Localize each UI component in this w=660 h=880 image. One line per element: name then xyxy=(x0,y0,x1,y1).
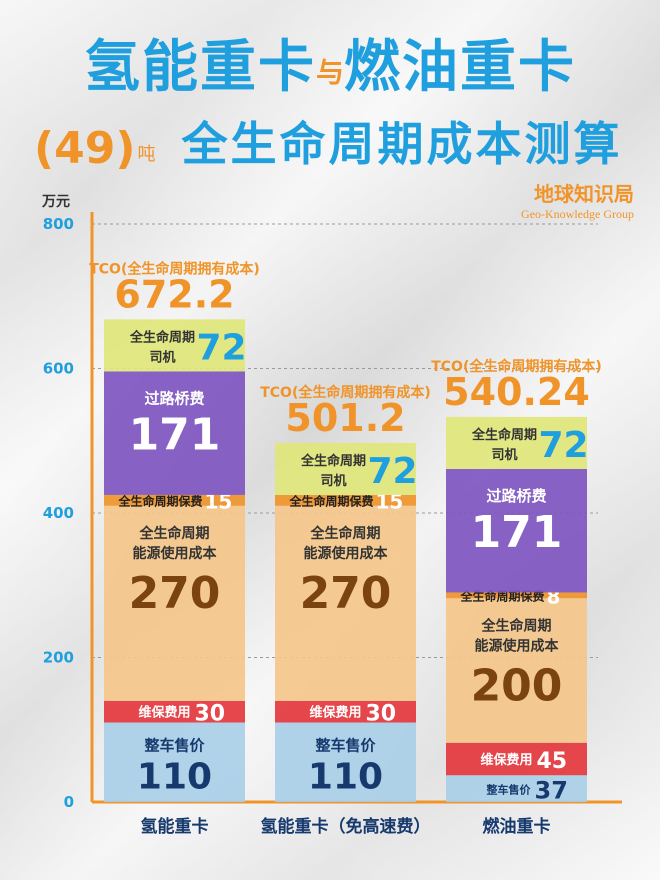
brand-name-en: Geo-Knowledge Group xyxy=(521,207,634,221)
y-unit-label: 万元 xyxy=(41,194,70,210)
bar-segment xyxy=(104,371,245,495)
segment-value-label: 45 xyxy=(537,749,568,774)
main-title: 氢能重卡与燃油重卡 xyxy=(0,22,660,103)
bar-segment xyxy=(446,468,587,593)
segment-name-label: 全生命周期 xyxy=(481,617,552,634)
bar-segment xyxy=(446,775,587,802)
segment-name-label: 全生命周期保费 xyxy=(117,493,202,508)
segment-name-label: 能源使用成本 xyxy=(304,545,389,562)
segment-name-label: 能源使用成本 xyxy=(475,637,560,654)
segment-value-label: 30 xyxy=(366,702,397,727)
segment-name-label: 整车售价 xyxy=(486,783,532,797)
segment-value-label: 72 xyxy=(197,327,247,368)
bar-segment xyxy=(275,494,416,506)
y-tick-400: 400 xyxy=(43,504,74,522)
subtitle: 全生命周期成本测算 xyxy=(181,117,623,171)
title-connector: 与 xyxy=(315,55,344,89)
ton-value: (49) xyxy=(34,123,136,174)
title-diesel: 燃油重卡 xyxy=(344,35,576,100)
bar-segment xyxy=(275,700,416,723)
y-tick-200: 200 xyxy=(43,649,74,667)
title-hydrogen: 氢能重卡 xyxy=(83,35,316,100)
segment-name-label: 过路桥费 xyxy=(486,487,546,505)
x-category-label: 燃油重卡 xyxy=(483,816,551,837)
bar-segment xyxy=(104,505,245,701)
segment-name-label: 全生命周期 xyxy=(310,525,381,542)
bar-segment xyxy=(275,505,416,701)
segment-name-label: 全生命周期 xyxy=(471,427,537,443)
segment-name-label: 过路桥费 xyxy=(144,389,204,407)
segment-name-label: 能源使用成本 xyxy=(133,545,218,562)
y-tick-0: 0 xyxy=(64,793,74,811)
tco-label: TCO(全生命周期拥有成本) xyxy=(431,358,602,375)
tco-value: 501.2 xyxy=(285,396,405,440)
segment-value-label: 72 xyxy=(539,425,589,466)
segment-name-label: 维保费用 xyxy=(480,752,532,768)
segment-name-label: 全生命周期 xyxy=(139,525,210,542)
bar-segment xyxy=(104,319,245,372)
y-tick-600: 600 xyxy=(43,360,74,378)
bar-segment xyxy=(275,722,416,802)
segment-value-label: 30 xyxy=(195,702,226,727)
x-category-label: 氢能重卡 xyxy=(141,816,209,837)
segment-value-label: 110 xyxy=(308,757,383,798)
segment-value-label: 171 xyxy=(129,409,221,460)
segment-name-label: 司机 xyxy=(149,349,175,365)
x-axis-labels: 氢能重卡 氢能重卡（免高速费） 燃油重卡 xyxy=(141,816,551,837)
ton-unit: 吨 xyxy=(137,144,156,165)
segment-name-label: 司机 xyxy=(320,473,346,489)
tco-label: TCO(全生命周期拥有成本) xyxy=(260,384,431,401)
tco-label: TCO(全生命周期拥有成本) xyxy=(89,260,260,277)
segment-name-label: 司机 xyxy=(491,447,517,463)
segment-name-label: 整车售价 xyxy=(144,737,205,755)
x-category-label: 氢能重卡（免高速费） xyxy=(261,816,431,837)
bar-segment xyxy=(275,442,416,495)
segment-value-label: 200 xyxy=(471,660,563,711)
tco-value: 540.24 xyxy=(443,370,590,414)
segment-name-label: 维保费用 xyxy=(138,705,190,721)
bar-segment xyxy=(104,700,245,723)
brand-logo: 地球知识局 Geo-Knowledge Group xyxy=(521,178,634,222)
segment-value-label: 110 xyxy=(137,757,212,798)
bar-segment xyxy=(446,598,587,743)
bar-segment xyxy=(104,722,245,802)
segment-value-label: 270 xyxy=(300,568,392,619)
segment-value-label: 270 xyxy=(129,568,221,619)
segment-name-label: 全生命周期 xyxy=(300,453,366,469)
segment-name-label: 整车售价 xyxy=(315,737,376,755)
segment-value-label: 37 xyxy=(535,777,568,805)
bar-segment xyxy=(104,494,245,506)
segment-value-label: 72 xyxy=(368,451,418,492)
bar-segment xyxy=(446,742,587,776)
brand-name-zh: 地球知识局 xyxy=(534,182,634,206)
segment-value-label: 171 xyxy=(471,507,563,558)
subtitle-row: (49) 吨 全生命周期成本测算 xyxy=(34,108,634,174)
y-tick-800: 800 xyxy=(43,215,74,233)
bar-segment xyxy=(446,592,587,599)
segment-name-label: 全生命周期 xyxy=(129,329,195,345)
bar-segment xyxy=(446,416,587,469)
segment-name-label: 维保费用 xyxy=(309,705,361,721)
segment-name-label: 全生命周期保费 xyxy=(288,493,373,508)
tco-value: 672.2 xyxy=(114,272,234,316)
